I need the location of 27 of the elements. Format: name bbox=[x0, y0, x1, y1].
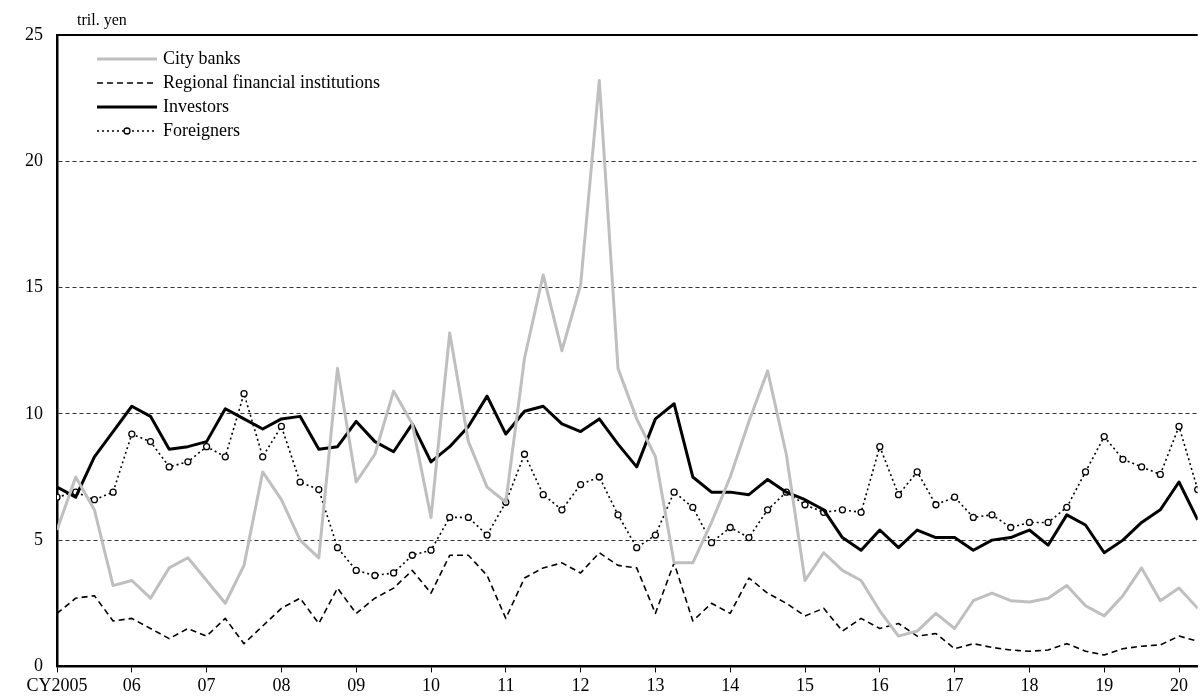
y-tick-label: 25 bbox=[25, 23, 43, 44]
x-tick-label: 08 bbox=[272, 674, 291, 695]
x-tick-label: 19 bbox=[1095, 674, 1114, 695]
y-tick-label: 20 bbox=[25, 150, 43, 171]
x-tick-label: 15 bbox=[796, 674, 814, 695]
y-axis-title: tril. yen bbox=[77, 11, 127, 30]
x-tick-label: 09 bbox=[347, 674, 366, 695]
x-tick-label: CY2005 bbox=[26, 674, 88, 695]
y-tick-label: 5 bbox=[34, 528, 43, 549]
x-tick-label: 17 bbox=[945, 674, 964, 695]
x-tick-label: 07 bbox=[197, 674, 216, 695]
x-tick-label: 20 bbox=[1170, 674, 1188, 695]
x-tick-label: 06 bbox=[122, 674, 141, 695]
x-tick-label: 14 bbox=[721, 674, 740, 695]
legend-label: Foreigners bbox=[163, 119, 240, 140]
x-tick-label: 11 bbox=[497, 674, 515, 695]
legend-label: City banks bbox=[163, 47, 241, 68]
x-tick-label: 10 bbox=[422, 674, 440, 695]
x-tick-label: 12 bbox=[571, 674, 590, 695]
legend-label: Investors bbox=[163, 95, 229, 116]
x-tick-label: 16 bbox=[870, 674, 889, 695]
x-tick-label: 18 bbox=[1020, 674, 1039, 695]
y-tick-label: 0 bbox=[34, 655, 43, 676]
x-tick-label: 13 bbox=[646, 674, 665, 695]
y-tick-label: 15 bbox=[25, 276, 43, 297]
legend-label: Regional financial institutions bbox=[163, 71, 380, 92]
y-tick-label: 10 bbox=[25, 402, 43, 423]
